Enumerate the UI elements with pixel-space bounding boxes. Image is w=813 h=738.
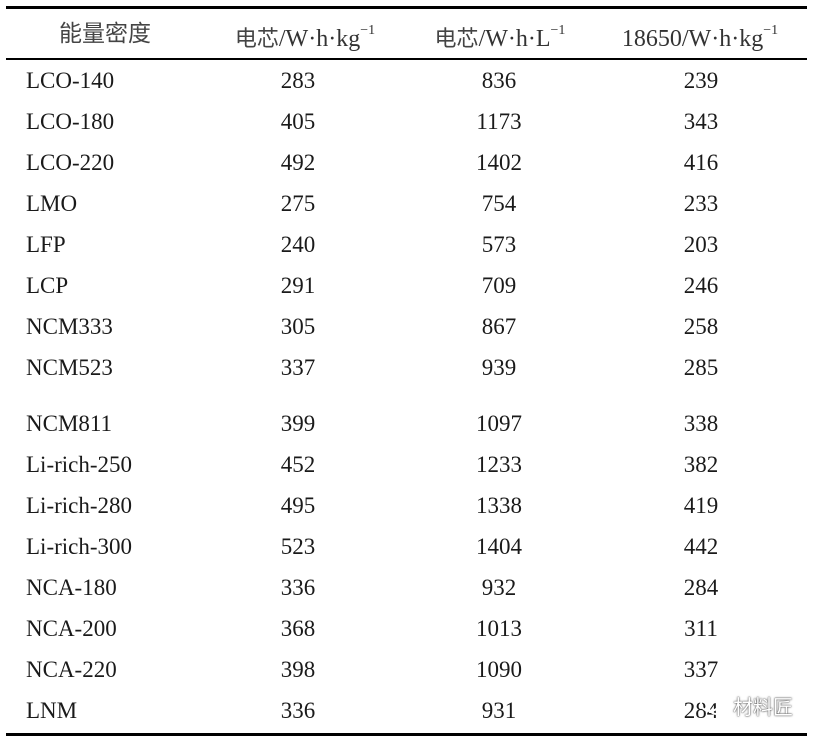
table-row: NCA-180 336 932 284 xyxy=(0,567,813,608)
material-cell: NCM811 xyxy=(26,411,113,436)
table-row: Li-rich-250 452 1233 382 xyxy=(0,444,813,485)
cell-gravimetric-value: 398 xyxy=(280,657,316,682)
cell-18650-value: 203 xyxy=(683,232,719,257)
cell-18650-value: 338 xyxy=(683,411,719,436)
table-row: LNM 336 931 284 xyxy=(0,690,813,731)
cell-volumetric-value: 867 xyxy=(481,314,517,339)
table-row: LCO-140 283 836 239 xyxy=(0,60,813,101)
table-row: LCP 291 709 246 xyxy=(0,265,813,306)
material-cell: NCA-200 xyxy=(26,616,117,641)
cell-18650-value: 246 xyxy=(683,273,719,298)
cell-volumetric-value: 573 xyxy=(481,232,517,257)
header-cell-volumetric: 电芯/W·h·L−1 xyxy=(434,23,566,52)
cell-gravimetric-value: 399 xyxy=(280,411,316,436)
cell-gravimetric-value: 405 xyxy=(280,109,316,134)
cell-18650-value: 337 xyxy=(683,657,719,682)
cell-volumetric-value: 931 xyxy=(481,698,517,723)
cell-volumetric-value: 1404 xyxy=(476,534,522,559)
cell-volumetric-value: 709 xyxy=(481,273,517,298)
material-cell: LMO xyxy=(26,191,78,216)
table-row: LMO 275 754 233 xyxy=(0,183,813,224)
header-energy-density: 能量密度 xyxy=(59,21,151,47)
material-cell: LNM xyxy=(26,698,78,723)
cell-volumetric-value: 932 xyxy=(481,575,517,600)
material-cell: NCA-180 xyxy=(26,575,117,600)
table-header: 能量密度 电芯/W·h·kg−1 电芯/W·h·L−1 18650/W·h·kg… xyxy=(0,9,813,58)
material-cell: Li-rich-280 xyxy=(26,493,133,518)
table-row: NCM523 337 939 285 xyxy=(0,347,813,388)
cell-18650-value: 239 xyxy=(683,68,719,93)
cell-gravimetric-value: 291 xyxy=(280,273,316,298)
cell-volumetric-value: 1233 xyxy=(476,452,522,477)
cell-18650-value: 284 xyxy=(683,575,719,600)
cell-18650-value: 311 xyxy=(684,616,718,641)
cell-gravimetric-value: 337 xyxy=(280,355,316,380)
cell-volumetric-value: 1097 xyxy=(476,411,522,436)
table-top-rule xyxy=(6,6,807,9)
cell-gravimetric-value: 305 xyxy=(280,314,316,339)
cell-gravimetric-value: 240 xyxy=(280,232,316,257)
table-row: NCM333 305 867 258 xyxy=(0,306,813,347)
table-header-rule xyxy=(6,58,807,60)
cell-volumetric-value: 836 xyxy=(481,68,517,93)
material-cell: Li-rich-250 xyxy=(26,452,133,477)
cell-18650-value: 382 xyxy=(683,452,719,477)
cell-18650-value: 442 xyxy=(683,534,719,559)
material-cell: LCO-220 xyxy=(26,150,115,175)
table-row: Li-rich-300 523 1404 442 xyxy=(0,526,813,567)
material-cell: NCM523 xyxy=(26,355,113,380)
table-row: NCM811 399 1097 338 xyxy=(0,403,813,444)
cell-gravimetric-value: 523 xyxy=(280,534,316,559)
table-row: LCO-220 492 1402 416 xyxy=(0,142,813,183)
cell-18650-value: 343 xyxy=(683,109,719,134)
header-18650-gravimetric: 18650/W·h·kg−1 xyxy=(621,23,779,52)
table-row: LCO-180 405 1173 343 xyxy=(0,101,813,142)
cell-18650-value: 416 xyxy=(683,150,719,175)
material-cell: NCM333 xyxy=(26,314,113,339)
cell-18650-value: 285 xyxy=(683,355,719,380)
cell-gravimetric-value: 336 xyxy=(280,575,316,600)
cell-volumetric-value: 1402 xyxy=(476,150,522,175)
cell-18650-value: 233 xyxy=(683,191,719,216)
watermark-text: 材料匠 xyxy=(733,695,793,719)
material-cell: LFP xyxy=(26,232,66,257)
cell-gravimetric-value: 495 xyxy=(280,493,316,518)
watermark: 材料匠 xyxy=(699,691,793,720)
table-row: NCA-200 368 1013 311 xyxy=(0,608,813,649)
material-cell: LCO-140 xyxy=(26,68,115,93)
cell-gravimetric-value: 452 xyxy=(280,452,316,477)
cell-gravimetric-value: 492 xyxy=(280,150,316,175)
table-row: Li-rich-280 495 1338 419 xyxy=(0,485,813,526)
material-cell: LCO-180 xyxy=(26,109,115,134)
cell-volumetric-value: 1173 xyxy=(476,109,522,134)
cell-gravimetric-value: 336 xyxy=(280,698,316,723)
cell-volumetric-value: 1338 xyxy=(476,493,522,518)
material-cell: NCA-220 xyxy=(26,657,117,682)
cell-volumetric-value: 754 xyxy=(481,191,517,216)
cell-gravimetric-value: 283 xyxy=(280,68,316,93)
cell-18650-value: 419 xyxy=(683,493,719,518)
cell-volumetric-value: 1013 xyxy=(476,616,522,641)
table-row: LFP 240 573 203 xyxy=(0,224,813,265)
header-cell-gravimetric: 电芯/W·h·kg−1 xyxy=(234,23,376,52)
material-cell: Li-rich-300 xyxy=(26,534,133,559)
cell-gravimetric-value: 368 xyxy=(280,616,316,641)
table-row: NCA-220 398 1090 337 xyxy=(0,649,813,690)
cell-volumetric-value: 1090 xyxy=(476,657,522,682)
table-bottom-rule xyxy=(6,733,807,736)
cell-volumetric-value: 939 xyxy=(481,355,517,380)
cell-gravimetric-value: 275 xyxy=(280,191,316,216)
cell-18650-value: 258 xyxy=(683,314,719,339)
wechat-icon xyxy=(700,695,726,715)
material-cell: LCP xyxy=(26,273,69,298)
